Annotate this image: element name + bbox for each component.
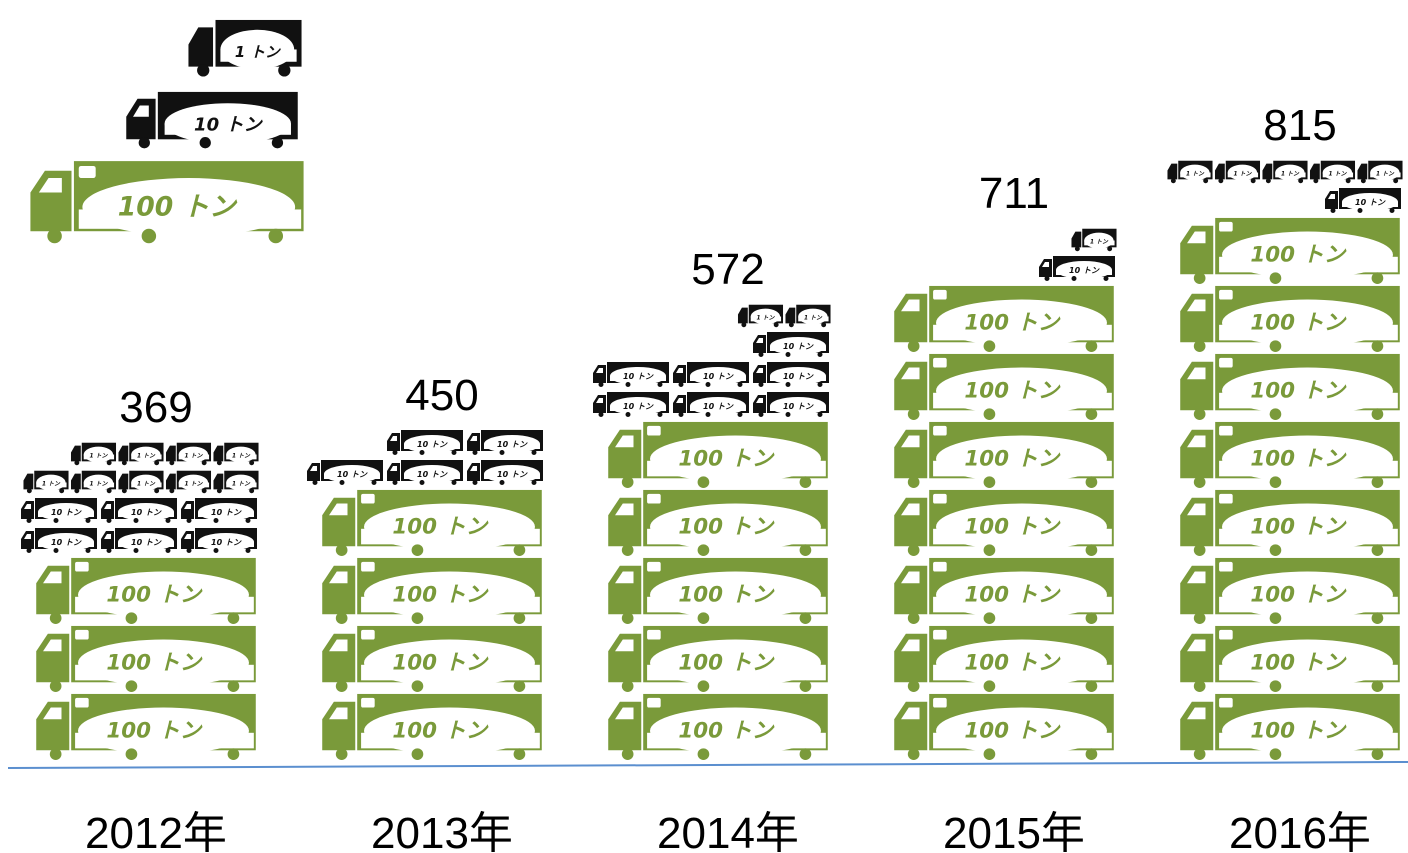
bar-segment-1-icon bbox=[70, 442, 117, 466]
bar-segment-1-icon bbox=[1071, 228, 1117, 252]
bar-segment-100-icon bbox=[36, 557, 256, 624]
bar-segment-10-icon bbox=[387, 430, 463, 455]
bar-segment-10-icon bbox=[101, 528, 177, 553]
legend-big-truck-icon bbox=[30, 161, 304, 244]
bar-segment-10-icon bbox=[181, 498, 257, 523]
bar-segment-1-icon bbox=[1167, 160, 1213, 184]
bar-segment-10-icon bbox=[753, 362, 829, 387]
bar-segment-100-icon bbox=[608, 421, 828, 488]
bar-segment-10-icon bbox=[467, 430, 543, 455]
bar-segment-1-icon bbox=[118, 470, 164, 494]
bar-segment-10-icon bbox=[753, 392, 829, 417]
bar-2013年 bbox=[307, 430, 543, 760]
bar-segment-1-icon bbox=[1214, 160, 1261, 184]
value-labels: 369 450 572 711 815 bbox=[119, 101, 1336, 432]
bar-segment-1-icon bbox=[1309, 160, 1356, 184]
bar-segment-1-icon bbox=[737, 304, 784, 328]
data-label: 369 bbox=[119, 383, 192, 432]
bar-segment-10-icon bbox=[1325, 188, 1401, 213]
x-tick-label: 2013年 bbox=[371, 809, 513, 853]
bar-segment-100-icon bbox=[894, 625, 1114, 692]
data-label: 815 bbox=[1263, 101, 1336, 150]
bar-segment-10-icon bbox=[673, 362, 749, 387]
bar-segment-100-icon bbox=[1180, 285, 1400, 352]
bar-segment-1-icon bbox=[1262, 160, 1308, 184]
bar-segment-100-icon bbox=[1180, 693, 1400, 760]
bar-segment-1-icon bbox=[165, 470, 212, 494]
bar-2015年 bbox=[894, 228, 1117, 760]
bar-segment-100-icon bbox=[1180, 625, 1400, 692]
bar-segment-10-icon bbox=[101, 498, 177, 523]
bar-2012年 bbox=[21, 442, 259, 760]
bar-segment-100-icon bbox=[608, 489, 828, 556]
data-label: 572 bbox=[691, 245, 764, 294]
bar-segment-100-icon bbox=[322, 557, 542, 624]
bar-segment-10-icon bbox=[387, 460, 463, 485]
bar-segment-10-icon bbox=[181, 528, 257, 553]
bar-2016年 bbox=[1167, 160, 1403, 760]
legend-medium-truck-icon bbox=[126, 91, 298, 149]
bar-segment-10-icon bbox=[21, 528, 97, 553]
bar-segment-100-icon bbox=[1180, 217, 1400, 284]
bar-segment-10-icon bbox=[307, 460, 383, 485]
bar-segment-100-icon bbox=[608, 625, 828, 692]
bar-segment-1-icon bbox=[213, 470, 259, 494]
legend-small-truck-icon bbox=[188, 19, 302, 77]
bar-segment-10-icon bbox=[753, 332, 829, 357]
bar-segment-100-icon bbox=[36, 625, 256, 692]
x-tick-label: 2016年 bbox=[1229, 809, 1371, 853]
x-axis-line bbox=[7, 761, 1408, 769]
bar-segment-100-icon bbox=[322, 693, 542, 760]
x-tick-labels: 2012年 2013年 2014年 2015年 2016年 bbox=[85, 809, 1371, 853]
bar-segment-10-icon bbox=[593, 362, 669, 387]
data-label: 450 bbox=[405, 371, 478, 420]
bar-segment-1-icon bbox=[1357, 160, 1403, 184]
bar-segment-10-icon bbox=[21, 498, 97, 523]
bar-segment-100-icon bbox=[1180, 421, 1400, 488]
bar-segment-10-icon bbox=[1039, 256, 1115, 281]
bar-segment-100-icon bbox=[894, 421, 1114, 488]
bar-segment-10-icon bbox=[467, 460, 543, 485]
bar-segment-100-icon bbox=[322, 489, 542, 556]
bar-segment-100-icon bbox=[1180, 489, 1400, 556]
bar-segment-100-icon bbox=[322, 625, 542, 692]
data-label: 711 bbox=[979, 169, 1049, 218]
bar-segment-100-icon bbox=[1180, 557, 1400, 624]
bar-segment-1-icon bbox=[785, 304, 831, 328]
bar-segment-100-icon bbox=[1180, 353, 1400, 420]
legend bbox=[30, 19, 304, 244]
bar-2014年 bbox=[593, 304, 831, 760]
bar-segment-100-icon bbox=[894, 285, 1114, 352]
bar-segment-1-icon bbox=[70, 470, 117, 494]
bar-segment-1-icon bbox=[165, 442, 212, 466]
bar-segment-100-icon bbox=[36, 693, 256, 760]
bar-segment-100-icon bbox=[894, 353, 1114, 420]
bar-segment-10-icon bbox=[673, 392, 749, 417]
x-tick-label: 2015年 bbox=[943, 809, 1085, 853]
bar-segment-10-icon bbox=[593, 392, 669, 417]
x-tick-label: 2014年 bbox=[657, 809, 799, 853]
bar-segment-1-icon bbox=[23, 470, 69, 494]
bar-segment-100-icon bbox=[608, 557, 828, 624]
bar-segment-100-icon bbox=[608, 693, 828, 760]
x-tick-label: 2012年 bbox=[85, 809, 227, 853]
bar-segment-1-icon bbox=[213, 442, 259, 466]
bar-segment-100-icon bbox=[894, 557, 1114, 624]
bar-segment-100-icon bbox=[894, 489, 1114, 556]
bar-segment-100-icon bbox=[894, 693, 1114, 760]
bar-segment-1-icon bbox=[118, 442, 164, 466]
